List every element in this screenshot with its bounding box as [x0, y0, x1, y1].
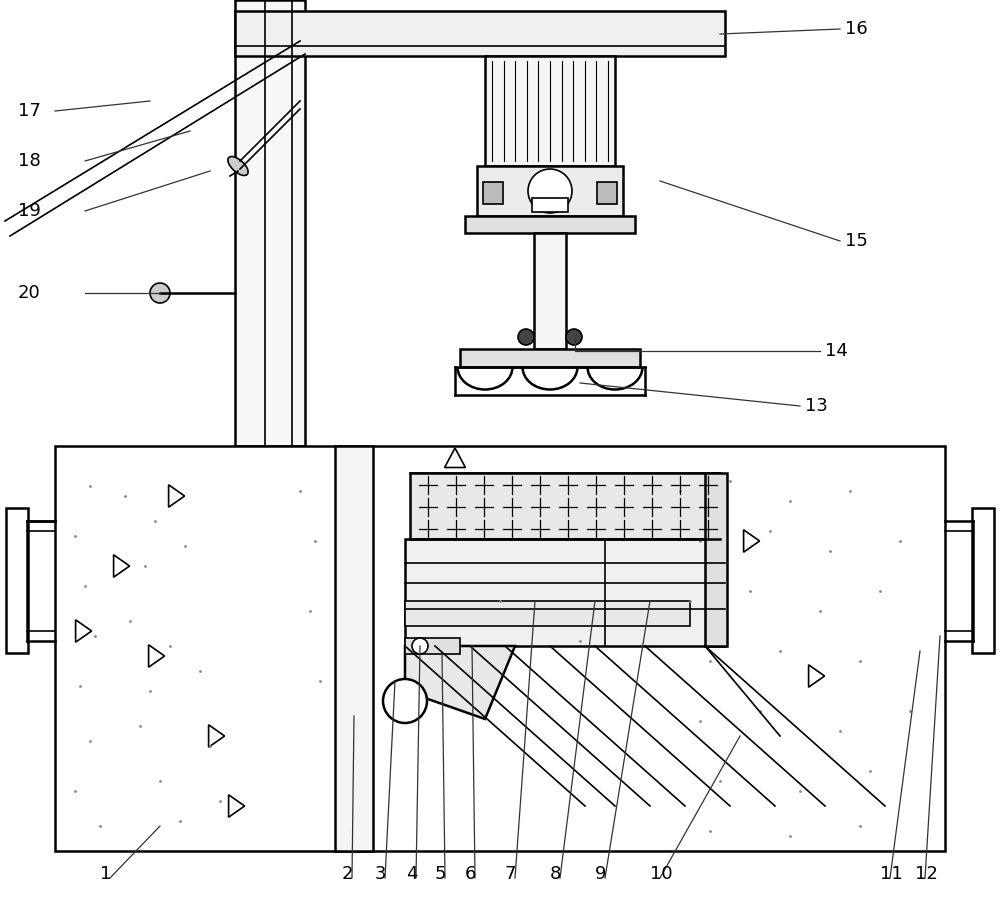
Text: 10: 10 — [650, 865, 673, 883]
Bar — [705, 473, 727, 646]
Text: 11: 11 — [880, 865, 903, 883]
Polygon shape — [405, 646, 515, 719]
Text: 16: 16 — [845, 20, 868, 38]
Text: 17: 17 — [18, 102, 41, 120]
Bar — [405, 638, 460, 654]
Text: 12: 12 — [915, 865, 938, 883]
Text: 18: 18 — [18, 152, 41, 170]
Bar — [485, 56, 615, 166]
Text: 6: 6 — [465, 865, 476, 883]
Bar — [405, 539, 725, 646]
Text: 7: 7 — [505, 865, 516, 883]
Polygon shape — [405, 601, 690, 626]
Bar — [483, 182, 503, 204]
Bar — [460, 349, 640, 367]
Text: 13: 13 — [805, 397, 828, 415]
Text: 1: 1 — [100, 865, 111, 883]
Bar — [55, 446, 945, 851]
Bar — [335, 446, 373, 851]
Bar — [410, 473, 720, 539]
Circle shape — [150, 283, 170, 303]
Circle shape — [528, 169, 572, 213]
Text: 19: 19 — [18, 202, 41, 220]
Text: 3: 3 — [375, 865, 386, 883]
Bar — [534, 233, 566, 349]
Text: 14: 14 — [825, 342, 848, 360]
Text: 4: 4 — [406, 865, 417, 883]
Text: 5: 5 — [435, 865, 446, 883]
Bar — [235, 0, 305, 446]
Text: 9: 9 — [595, 865, 606, 883]
Bar — [465, 216, 635, 233]
Bar — [235, 11, 725, 56]
Text: 2: 2 — [342, 865, 354, 883]
Bar — [477, 166, 623, 216]
Bar — [532, 198, 568, 212]
Text: 15: 15 — [845, 232, 868, 250]
Bar — [597, 182, 617, 204]
Circle shape — [566, 329, 582, 345]
Bar — [972, 508, 994, 653]
Circle shape — [412, 638, 428, 654]
Text: 20: 20 — [18, 284, 41, 302]
Bar — [6, 508, 28, 653]
Ellipse shape — [228, 157, 248, 176]
Text: 8: 8 — [550, 865, 561, 883]
Circle shape — [518, 329, 534, 345]
Circle shape — [383, 679, 427, 723]
